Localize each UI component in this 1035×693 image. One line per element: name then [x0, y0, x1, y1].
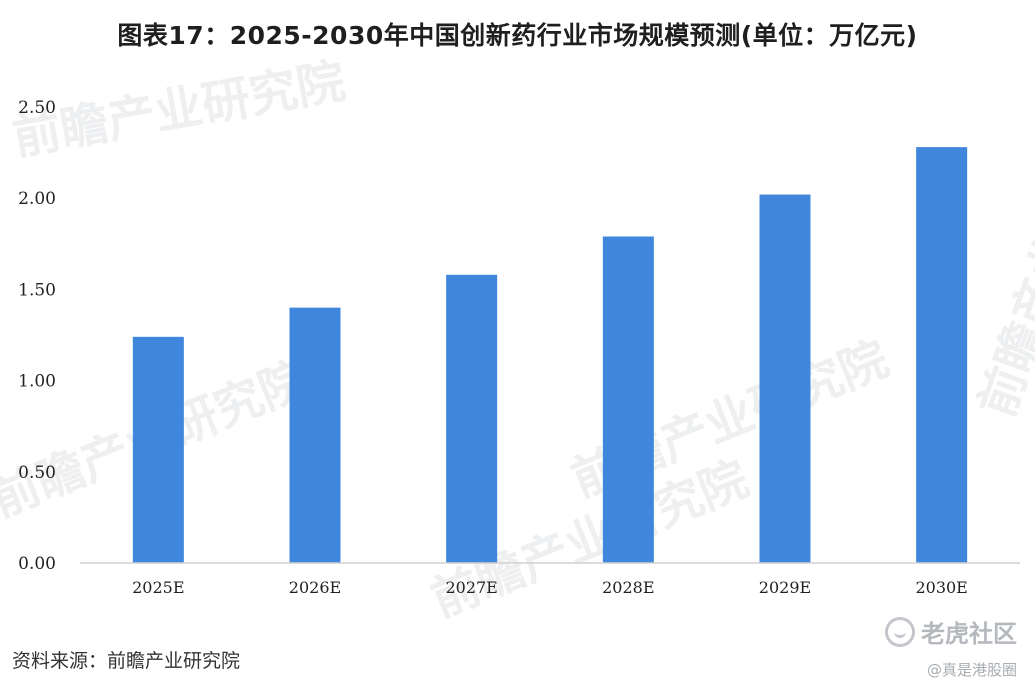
x-tick-label: 2030E: [915, 578, 967, 597]
x-tick-label: 2028E: [602, 578, 654, 597]
bar: [759, 194, 811, 563]
y-tick-label: 0.00: [18, 554, 56, 574]
source-note: 资料来源：前瞻产业研究院: [12, 650, 241, 672]
y-tick-label: 2.50: [18, 98, 56, 118]
corner-brand-label: 老虎社区: [921, 620, 1017, 648]
bar-series: [132, 147, 968, 564]
x-tick-label: 2026E: [289, 578, 341, 597]
y-tick-label: 2.00: [18, 189, 56, 209]
x-tick-label: 2025E: [132, 578, 184, 597]
bar: [916, 147, 968, 564]
y-tick-label: 1.00: [18, 372, 56, 392]
x-axis: 2025E 2026E 2027E 2028E 2029E 2030E: [132, 578, 968, 597]
y-tick-label: 1.50: [18, 280, 56, 300]
y-tick-label: 0.50: [18, 463, 56, 483]
corner-brand: 老虎社区: [885, 614, 1017, 649]
corner-handle: @真是港股圈: [926, 661, 1017, 679]
bar: [446, 274, 498, 563]
bar: [602, 236, 654, 563]
bar: [289, 307, 341, 563]
tiger-logo-icon: [885, 616, 915, 647]
x-tick-label: 2027E: [445, 578, 497, 597]
x-tick-label: 2029E: [759, 578, 811, 597]
bar: [132, 336, 184, 563]
y-axis: 0.00 0.50 1.00 1.50 2.00 2.50: [18, 98, 56, 574]
chart-title: 图表17：2025-2030年中国创新药行业市场规模预测(单位：万亿元): [117, 21, 918, 50]
